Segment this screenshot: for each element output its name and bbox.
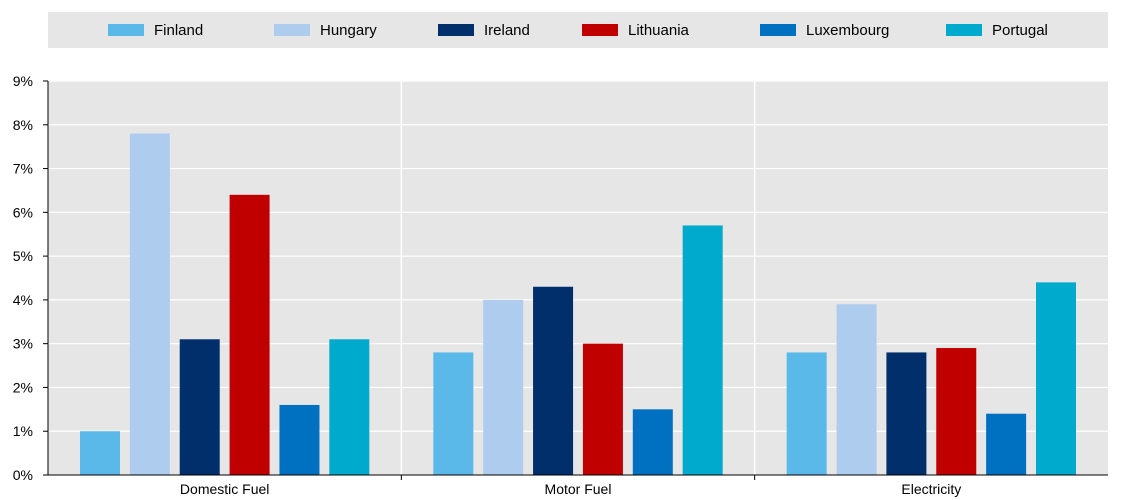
legend-label: Lithuania [628, 21, 689, 39]
legend-label: Portugal [992, 21, 1048, 39]
y-tick-label: 6% [13, 204, 33, 220]
bar-hungary-electricity [836, 304, 877, 475]
bar-hungary-domestic-fuel [129, 133, 170, 476]
y-tick-label: 3% [13, 336, 33, 352]
bar-lithuania-motor-fuel [582, 343, 623, 475]
legend-swatch [108, 24, 144, 36]
bar-finland-electricity [786, 352, 827, 475]
legend-swatch [946, 24, 982, 36]
axes [43, 80, 1108, 480]
chart-legend: Finland Hungary Ireland Lithuania Luxembourg… [48, 12, 1108, 48]
y-tick-label: 8% [13, 117, 33, 133]
y-tick-label: 5% [13, 248, 33, 264]
x-tick-label: Domestic Fuel [180, 481, 269, 497]
legend-swatch [582, 24, 618, 36]
bar-hungary-motor-fuel [483, 299, 524, 475]
legend-item-ireland: Ireland [438, 12, 530, 48]
legend-item-lithuania: Lithuania [582, 12, 689, 48]
x-tick-labels: Domestic Fuel Motor Fuel Electricity [180, 481, 961, 497]
y-tick-label: 0% [13, 467, 33, 483]
legend-swatch [760, 24, 796, 36]
legend-item-luxembourg: Luxembourg [760, 12, 889, 48]
y-tick-label: 2% [13, 379, 33, 395]
y-tick-label: 7% [13, 161, 33, 177]
bar-luxembourg-electricity [986, 413, 1027, 475]
legend-swatch [438, 24, 474, 36]
legend-label: Hungary [320, 21, 377, 39]
bar-luxembourg-domestic-fuel [279, 404, 320, 475]
bar-portugal-electricity [1036, 282, 1076, 475]
bar-lithuania-domestic-fuel [229, 194, 270, 476]
category-separators [400, 81, 756, 475]
bars [80, 133, 1076, 476]
bar-finland-motor-fuel [433, 352, 474, 475]
y-tick-label: 1% [13, 423, 33, 439]
y-tick-label: 9% [13, 73, 33, 89]
bar-ireland-domestic-fuel [179, 339, 220, 475]
legend-label: Finland [154, 21, 204, 39]
bar-luxembourg-motor-fuel [632, 409, 673, 475]
legend-item-portugal: Portugal [946, 12, 1048, 48]
plot-area-background [48, 81, 1108, 475]
bar-ireland-motor-fuel [533, 286, 574, 475]
legend-item-finland: Finland [108, 12, 203, 48]
grid-lines [48, 80, 1108, 432]
bar-lithuania-electricity [936, 348, 977, 475]
y-tick-label: 4% [13, 292, 33, 308]
legend-label: Ireland [484, 21, 530, 39]
legend-label: Luxembourg [806, 21, 890, 39]
legend-item-hungary: Hungary [274, 12, 377, 48]
y-tick-labels: 0% 1% 2% 3% 4% 5% 6% 7% 8% 9% [13, 73, 33, 483]
legend-swatch [274, 24, 310, 36]
bar-portugal-motor-fuel [682, 225, 723, 475]
bar-ireland-electricity [886, 352, 927, 475]
bar-finland-domestic-fuel [80, 431, 120, 475]
x-tick-label: Motor Fuel [545, 481, 612, 497]
x-tick-label: Electricity [901, 481, 961, 497]
bar-portugal-domestic-fuel [329, 339, 370, 475]
